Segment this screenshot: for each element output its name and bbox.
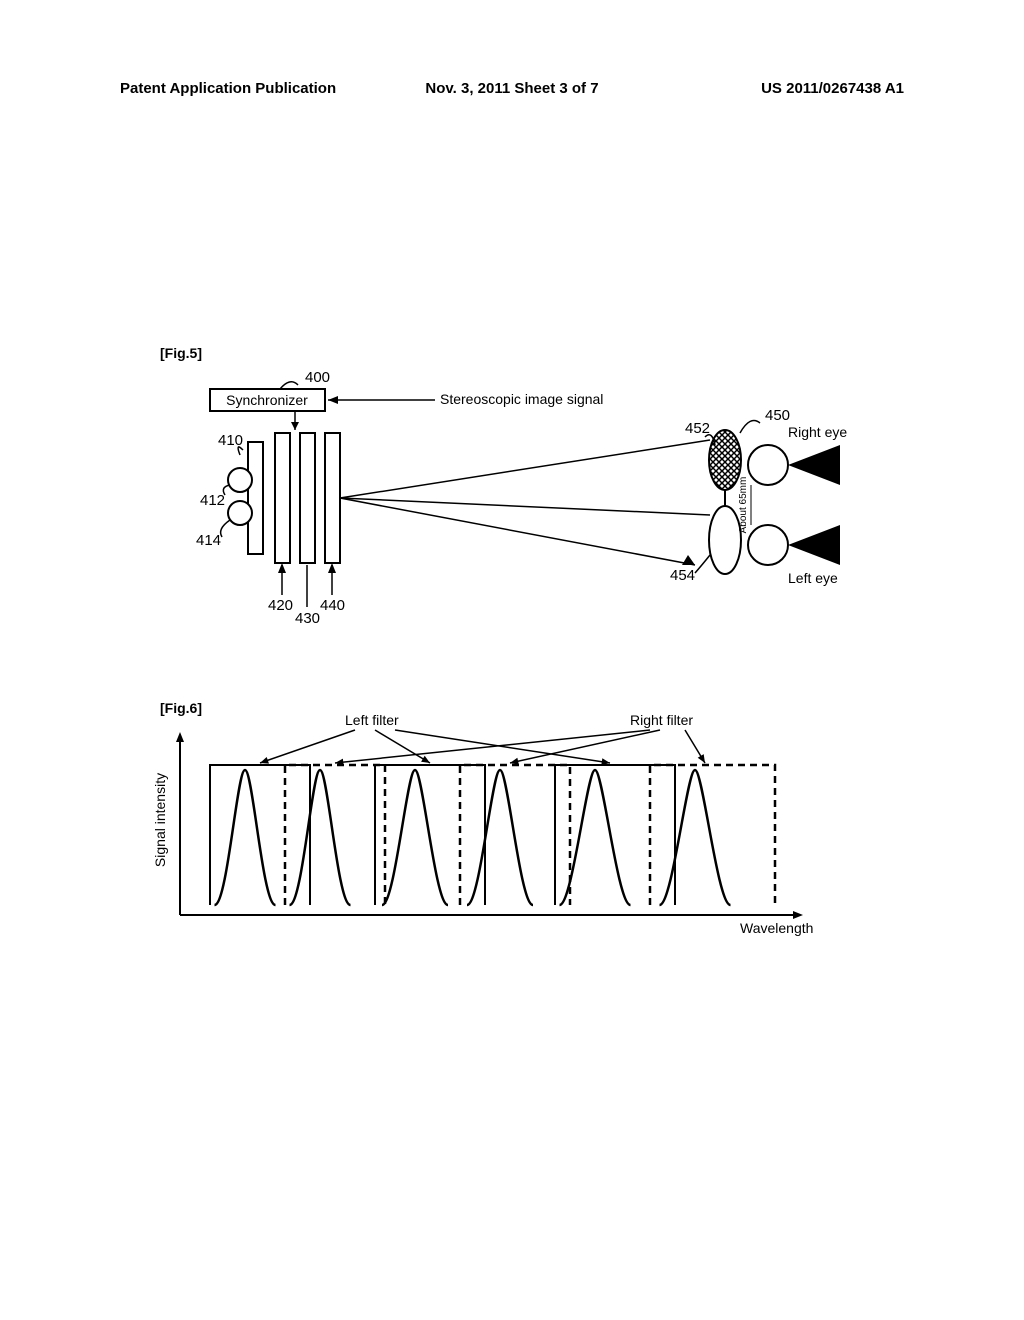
panel-440 — [325, 433, 340, 563]
ray-top — [340, 440, 710, 498]
xlabel: Wavelength — [740, 920, 813, 936]
page-header: Patent Application Publication Nov. 3, 2… — [0, 80, 1024, 97]
panel-420 — [275, 433, 290, 563]
spectral-peak — [215, 770, 276, 905]
spectral-peak — [560, 770, 631, 905]
ray-bot — [340, 498, 695, 565]
left-eye-cone — [788, 525, 840, 565]
signal-arrowhead — [328, 396, 338, 404]
lens-454 — [709, 506, 741, 574]
sync-arrowhead-down — [291, 422, 299, 430]
right-filter-band — [285, 765, 385, 905]
left-eye-ball — [748, 525, 788, 565]
ref-420: 420 — [268, 597, 293, 614]
header-left: Patent Application Publication — [120, 80, 336, 97]
ref-454: 454 — [670, 567, 695, 584]
ylabel: Signal intensity — [152, 773, 168, 867]
figure-5: [Fig.5] Synchronizer 400 Stereoscopic im… — [140, 345, 900, 665]
left-filter-band — [555, 765, 675, 905]
signal-text: Stereoscopic image signal — [440, 391, 603, 407]
ref-400: 400 — [305, 369, 330, 386]
panel-430 — [300, 433, 315, 563]
header-center: Nov. 3, 2011 Sheet 3 of 7 — [425, 80, 598, 97]
spectral-peak — [660, 770, 731, 905]
ref-414: 414 — [196, 532, 221, 549]
leader-450 — [740, 421, 760, 433]
right-eye-cone — [788, 445, 840, 485]
ref-430: 430 — [295, 610, 320, 627]
leader-414 — [221, 520, 230, 537]
left-eye-label: Left eye — [788, 570, 838, 586]
leader-454 — [695, 555, 710, 573]
right-eye-ball — [748, 445, 788, 485]
right-eye-label: Right eye — [788, 424, 847, 440]
spectral-peak — [382, 770, 448, 905]
ref-440: 440 — [320, 597, 345, 614]
ref-452: 452 — [685, 420, 710, 437]
synchronizer-text: Synchronizer — [226, 392, 308, 408]
spectral-peak — [467, 770, 533, 905]
left-filter-band — [210, 765, 310, 905]
leader-400 — [280, 382, 298, 389]
ref-412: 412 — [200, 492, 225, 509]
header-right: US 2011/0267438 A1 — [761, 80, 904, 97]
bulb-412 — [228, 468, 252, 492]
figure-6: [Fig.6] Signal intensity Wavelength Left… — [140, 700, 900, 990]
ref-450: 450 — [765, 407, 790, 424]
right-filter-label: Right filter — [630, 712, 693, 728]
light-source-410 — [248, 442, 263, 554]
bulb-414 — [228, 501, 252, 525]
dist-label: About 65mm — [738, 477, 749, 534]
spectral-peak — [290, 770, 351, 905]
ray-mid — [340, 498, 710, 515]
left-filter-label: Left filter — [345, 712, 399, 728]
